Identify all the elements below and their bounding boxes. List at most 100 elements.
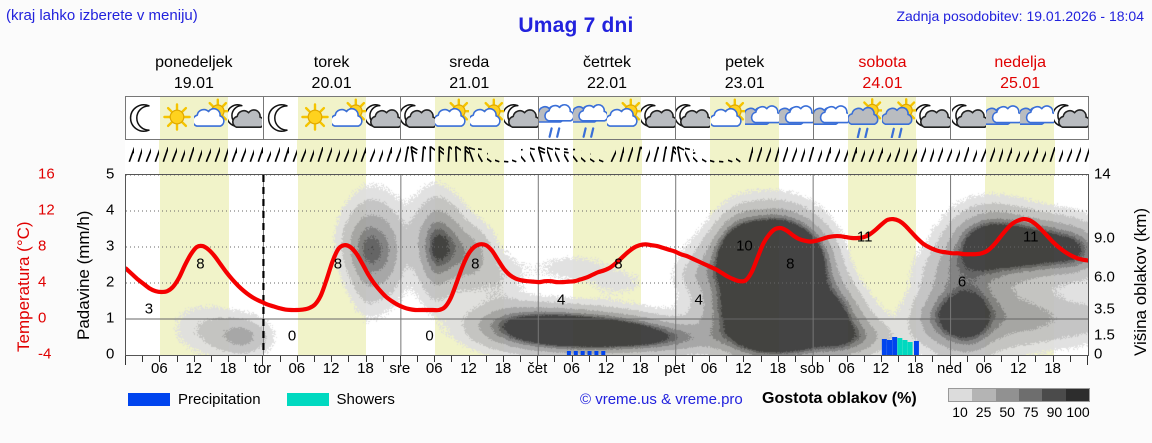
sun-cloud-icon xyxy=(331,97,366,139)
wind-barb xyxy=(418,140,430,174)
temperature-tick-8: 8 xyxy=(38,237,47,255)
x-axis-tick xyxy=(949,356,951,365)
wind-barb xyxy=(699,140,720,174)
copyright-text[interactable]: © vreme.us & vreme.pro xyxy=(580,391,743,408)
temperature-value-label: 8 xyxy=(614,255,623,273)
temperature-axis-title: Temperatura (°C) xyxy=(14,221,33,352)
cloud-height-tick-0: 0 xyxy=(1094,345,1103,363)
wind-barb xyxy=(1028,140,1044,174)
x-axis-label-06: 06 xyxy=(975,360,993,377)
temperature-value-label: 3 xyxy=(144,300,154,318)
wind-barb xyxy=(434,140,446,174)
moon-cloud-icon xyxy=(951,97,986,139)
wind-barb xyxy=(891,140,906,174)
wind-barb xyxy=(686,140,702,174)
wind-barb xyxy=(624,140,639,174)
page-title: Umag 7 dni xyxy=(518,14,634,37)
day-date: 24.01 xyxy=(862,75,903,92)
wind-barb xyxy=(263,140,278,174)
day-date: 20.01 xyxy=(311,75,352,92)
wind-barb xyxy=(917,140,932,174)
wind-barb xyxy=(642,140,656,174)
x-axis-tick xyxy=(382,356,384,362)
day-name: sobota xyxy=(858,54,907,71)
x-axis-tick xyxy=(829,356,831,362)
x-axis-tick xyxy=(331,356,333,362)
x-axis-tick xyxy=(417,356,419,362)
wind-barb xyxy=(202,140,217,174)
day-header-nedelja: nedelja 25.01 xyxy=(951,52,1089,96)
x-axis-tick xyxy=(210,356,212,362)
day-header-petek: petek 23.01 xyxy=(676,52,814,96)
day-icons-sobota xyxy=(813,97,952,139)
wind-barb xyxy=(537,140,547,174)
x-axis-label-18: 18 xyxy=(219,360,237,377)
cloud-icon xyxy=(778,97,813,139)
day-header-četrtek: četrtek 22.01 xyxy=(538,52,676,96)
wind-barb xyxy=(848,140,863,174)
legend-item-precipitation: Precipitation xyxy=(128,391,261,408)
x-axis-label-18: 18 xyxy=(1044,360,1061,377)
wind-barb xyxy=(552,140,564,174)
wind-barb xyxy=(314,140,329,174)
temperature-value-label: 8 xyxy=(786,255,795,273)
x-axis-label-12: 12 xyxy=(185,360,203,377)
day-name: nedelja xyxy=(994,54,1046,71)
temperature-tick-0: 0 xyxy=(38,309,47,327)
wind-barb xyxy=(1055,140,1069,174)
wind-barb xyxy=(1046,140,1061,174)
x-axis-tick xyxy=(159,356,161,362)
x-axis-tick xyxy=(588,356,590,362)
precipitation-tick-2: 2 xyxy=(106,273,115,291)
wind-barb xyxy=(566,140,582,174)
cloud-height-axis-title: Višina oblakov (km) xyxy=(1131,207,1150,356)
wind-barb xyxy=(1020,140,1036,174)
moon-cloud-icon xyxy=(916,97,951,139)
wind-barb xyxy=(753,140,768,174)
precipitation-tick-0: 0 xyxy=(106,345,115,363)
wind-barb xyxy=(289,140,303,174)
wind-barb xyxy=(545,140,556,174)
wind-barb xyxy=(717,140,737,174)
wind-barb xyxy=(969,140,983,174)
wind-barb xyxy=(340,140,355,174)
day-name: petek xyxy=(725,54,765,71)
moon-cloud-icon xyxy=(641,97,676,139)
cloud-density-canvas xyxy=(126,175,1088,355)
wind-barb xyxy=(246,140,260,174)
wind-barb xyxy=(727,140,745,174)
cloud-density-swatch-50 xyxy=(995,389,1019,401)
x-axis-label-sob: sob xyxy=(800,360,825,377)
x-axis-tick xyxy=(193,356,195,362)
x-axis-labels: 06 12 18 tor 06 12 18 sre 06 12 18 čet 06 12 18 pet 06 12… xyxy=(125,360,1089,380)
x-axis-label-sre: sre xyxy=(389,360,411,377)
cloud-icon xyxy=(1019,97,1054,139)
x-axis-tick xyxy=(262,356,264,365)
wind-barb xyxy=(280,140,294,174)
wind-barb xyxy=(211,140,226,174)
x-axis-tick xyxy=(726,356,728,362)
wind-barb xyxy=(168,140,183,174)
wind-barb xyxy=(305,140,320,174)
wind-barb xyxy=(615,140,630,174)
wind-barb xyxy=(573,140,590,174)
x-axis-label-06: 06 xyxy=(700,360,718,377)
cloud-density-swatch-75 xyxy=(1018,389,1043,401)
wind-barb xyxy=(443,140,455,174)
wind-barb xyxy=(650,140,664,174)
x-axis-ticks xyxy=(125,356,1089,366)
wind-barb xyxy=(943,140,958,174)
x-axis-tick xyxy=(313,356,315,362)
wind-barb xyxy=(977,140,992,174)
cloud-density-swatch-90 xyxy=(1042,389,1066,401)
x-axis-tick xyxy=(399,356,401,365)
wind-barb xyxy=(985,140,1001,174)
cloud-density-swatch-10 xyxy=(949,389,973,401)
last-update-text: Zadnja posodobitev: 19.01.2026 - 18:04 xyxy=(896,8,1144,24)
wind-barb xyxy=(526,140,539,174)
x-axis-tick xyxy=(691,356,693,362)
x-axis-label-12: 12 xyxy=(735,360,752,377)
temperature-value-label: 0 xyxy=(425,327,434,345)
sun-icon xyxy=(160,97,195,139)
wind-barb xyxy=(632,140,646,174)
